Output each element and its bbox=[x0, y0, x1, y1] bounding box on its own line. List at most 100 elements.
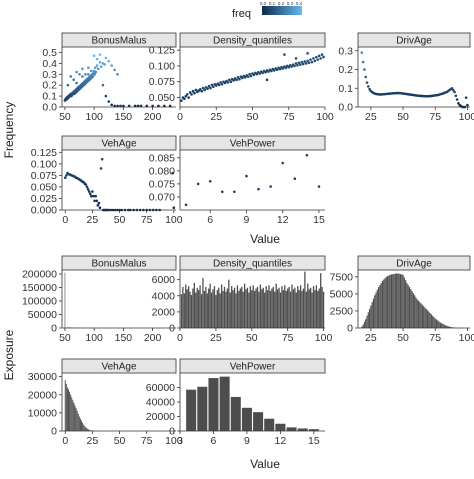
y-tick-label: 0.2 bbox=[42, 80, 57, 92]
histogram-bar bbox=[67, 388, 68, 432]
scatter-point bbox=[295, 57, 298, 60]
scatter-point bbox=[110, 104, 113, 107]
x-tick-label: 200 bbox=[144, 111, 162, 123]
histogram-bar bbox=[201, 294, 202, 328]
histogram-bar bbox=[410, 289, 411, 328]
histogram-bar bbox=[422, 305, 423, 328]
histogram-bar bbox=[228, 280, 229, 328]
histogram-bar bbox=[225, 292, 226, 328]
scatter-point bbox=[116, 73, 119, 76]
y-tick-label: 200000 bbox=[22, 269, 57, 281]
histogram-bar bbox=[424, 308, 425, 328]
histogram-bar bbox=[418, 301, 419, 328]
histogram-bar bbox=[276, 284, 277, 328]
scatter-point bbox=[311, 61, 314, 64]
scatter-point bbox=[238, 78, 241, 81]
y-tick-label: 0 bbox=[51, 426, 57, 438]
scatter-point bbox=[84, 73, 87, 76]
histogram-bar bbox=[77, 411, 78, 431]
histogram-bar bbox=[265, 286, 266, 328]
histogram-bar bbox=[378, 287, 379, 328]
histogram-bar bbox=[277, 289, 278, 328]
scatter-point bbox=[456, 98, 459, 101]
histogram-bar bbox=[244, 284, 245, 328]
histogram-bar bbox=[224, 287, 225, 328]
histogram-bar bbox=[307, 284, 308, 328]
y-tick-label: 7500 bbox=[330, 271, 354, 283]
facet-strip-label: DrivAge bbox=[396, 36, 432, 47]
histogram-bar bbox=[253, 412, 263, 431]
histogram-bar bbox=[83, 425, 84, 431]
histogram-bar bbox=[253, 285, 254, 328]
scatter-point bbox=[88, 190, 91, 193]
x-tick-label: 100 bbox=[85, 111, 103, 123]
histogram-bar bbox=[372, 302, 373, 328]
histogram-bar bbox=[293, 289, 294, 328]
histogram-bar bbox=[417, 299, 418, 328]
scatter-point bbox=[229, 80, 232, 83]
histogram-bar bbox=[321, 287, 322, 328]
histogram-bar bbox=[444, 325, 445, 328]
scatter-point bbox=[65, 174, 68, 177]
histogram-bar bbox=[273, 287, 274, 328]
histogram-bar bbox=[311, 293, 312, 328]
y-tick-label: 0.0 bbox=[338, 102, 353, 114]
histogram-bar bbox=[198, 290, 199, 328]
x-tick-label: 100 bbox=[85, 332, 103, 344]
scatter-point bbox=[75, 71, 78, 74]
scatter-point bbox=[266, 79, 269, 82]
scatter-point bbox=[96, 58, 99, 61]
histogram-bar bbox=[383, 280, 384, 328]
y-tick-label: 0.070 bbox=[149, 191, 175, 203]
histogram-bar bbox=[430, 313, 431, 328]
scatter-point bbox=[101, 158, 104, 161]
x-tick-label: 12 bbox=[277, 214, 289, 226]
x-tick-label: 0 bbox=[177, 111, 183, 123]
histogram-bar bbox=[423, 306, 424, 328]
histogram-bar bbox=[401, 274, 402, 328]
histogram-bar bbox=[313, 286, 314, 328]
scatter-point bbox=[190, 93, 193, 96]
x-tick-label: 6 bbox=[207, 214, 213, 226]
histogram-bar bbox=[202, 278, 203, 328]
x-tick-label: 25 bbox=[210, 111, 222, 123]
histogram-bar bbox=[184, 293, 185, 328]
histogram-bar bbox=[368, 312, 369, 328]
y-tick-label: 10000 bbox=[28, 407, 57, 419]
histogram-bar bbox=[243, 292, 244, 328]
y-tick-label: 20000 bbox=[146, 411, 175, 423]
histogram-bar bbox=[428, 312, 429, 328]
scatter-point bbox=[102, 84, 105, 87]
scatter-point bbox=[318, 185, 321, 188]
histogram-bar bbox=[395, 274, 396, 328]
scatter-point bbox=[91, 190, 94, 193]
scatter-point bbox=[100, 167, 103, 170]
y-tick-label: 0.080 bbox=[149, 165, 175, 177]
y-tick-label: 150000 bbox=[22, 282, 57, 294]
legend-title: freq bbox=[232, 8, 251, 20]
y-tick-label: 20000 bbox=[28, 389, 57, 401]
y-tick-label: 0.075 bbox=[31, 170, 57, 182]
scatter-point bbox=[247, 75, 250, 78]
histogram-bar bbox=[316, 285, 317, 328]
histogram-bar bbox=[207, 293, 208, 328]
legend-tick-label: 0.2 bbox=[278, 1, 285, 6]
histogram-bar bbox=[391, 274, 392, 328]
scatter-point bbox=[100, 65, 103, 68]
histogram-bar bbox=[197, 288, 198, 328]
y-tick-label: 2000 bbox=[152, 306, 176, 318]
exposure-x-axis-title: Value bbox=[250, 457, 280, 471]
y-tick-label: 40000 bbox=[146, 397, 175, 409]
histogram-bar bbox=[393, 274, 394, 328]
scatter-point bbox=[312, 57, 315, 60]
x-tick-label: 6 bbox=[211, 435, 217, 447]
facet-strip-label: VehAge bbox=[101, 362, 136, 373]
histogram-bar bbox=[440, 323, 441, 328]
histogram-bar bbox=[323, 292, 324, 328]
histogram-bar bbox=[300, 285, 301, 328]
exposure-y-axis-title: Exposure bbox=[2, 329, 16, 380]
histogram-bar bbox=[230, 293, 231, 328]
scatter-point bbox=[105, 95, 108, 98]
